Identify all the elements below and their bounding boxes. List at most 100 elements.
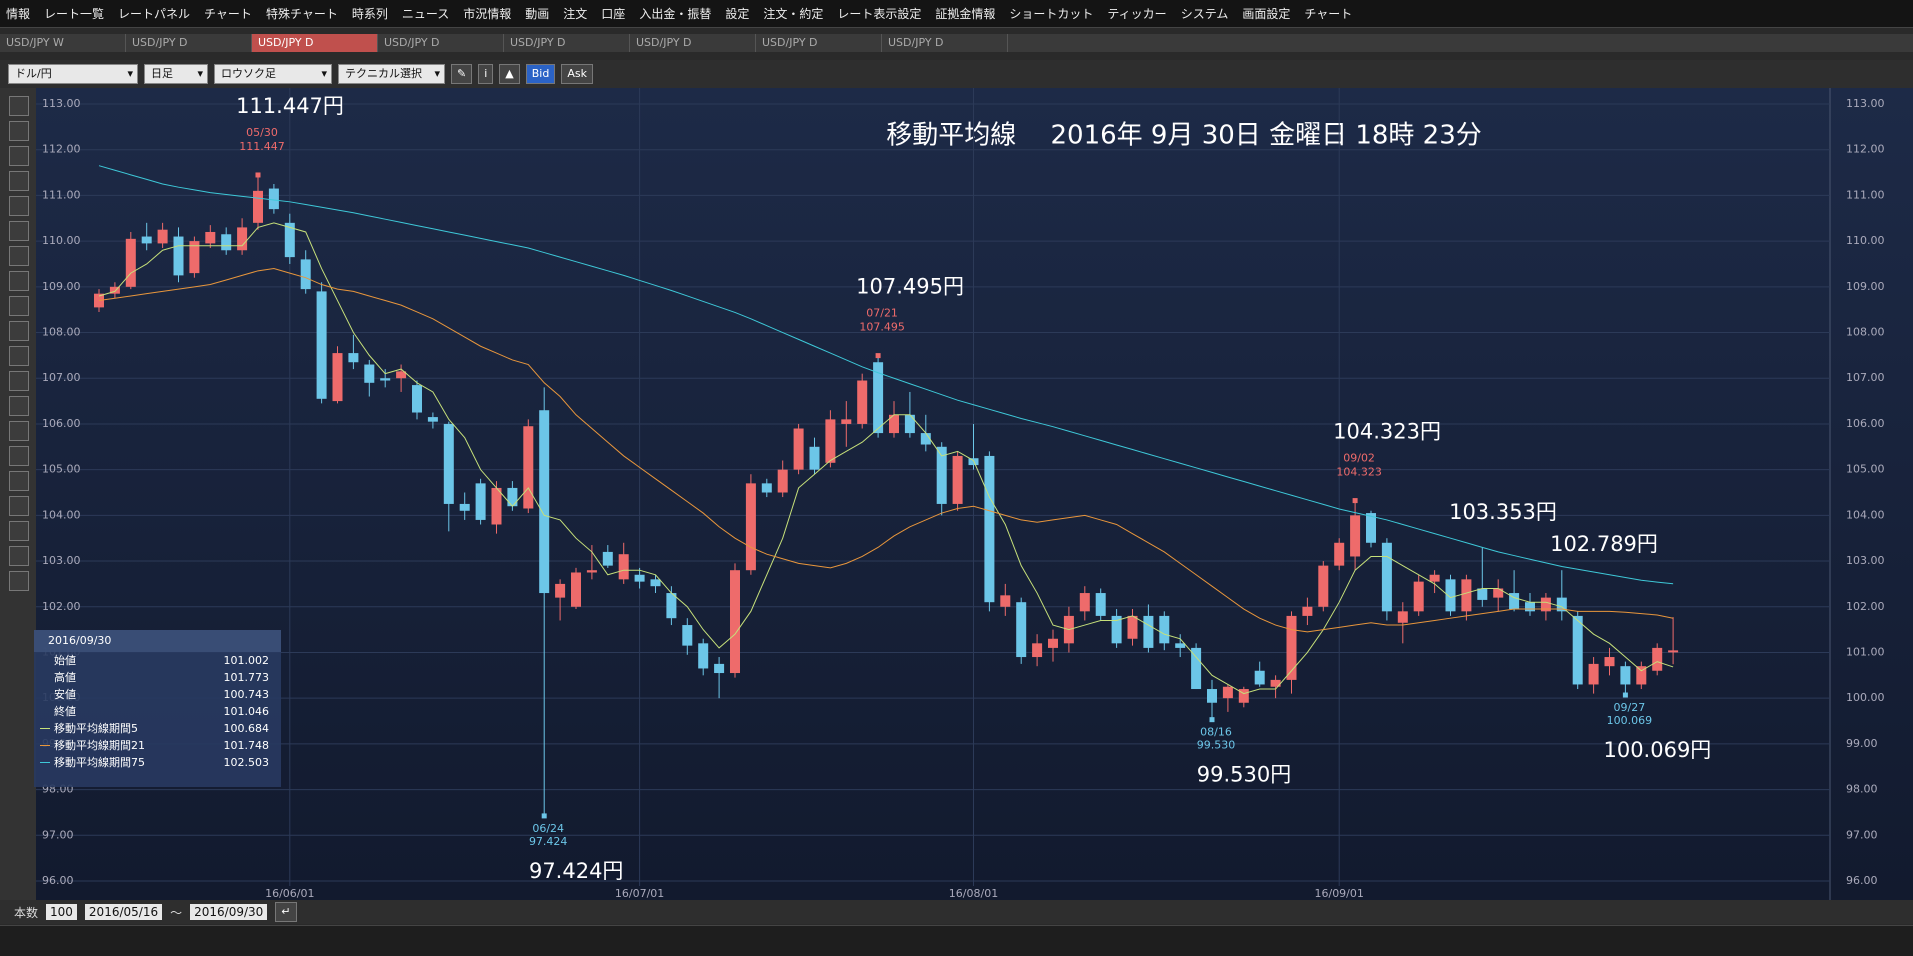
tool-button[interactable]: [9, 396, 29, 416]
menu-item[interactable]: 口座: [601, 7, 626, 21]
menu-item[interactable]: 特殊チャート: [265, 7, 338, 21]
candle-body: [253, 190, 263, 223]
chart-toolbar: ドル/円 日足 ロウソク足 テクニカル選択 ✎ i ▲ Bid Ask: [0, 60, 1913, 88]
candle-body: [841, 419, 852, 424]
menu-item[interactable]: チャート: [1304, 7, 1353, 21]
candle-body: [1191, 647, 1202, 690]
tool-button[interactable]: [9, 96, 29, 116]
info-value: 101.002: [223, 654, 270, 667]
tool-button[interactable]: [9, 221, 29, 241]
menu-item[interactable]: 証拠金情報: [935, 7, 996, 21]
apply-button[interactable]: ↵: [275, 902, 297, 922]
draw-button[interactable]: ✎: [451, 64, 473, 84]
to-date[interactable]: 2016/09/30: [190, 904, 268, 920]
info-row: 始値 101.002: [34, 652, 281, 669]
tool-button[interactable]: [9, 421, 29, 441]
tool-button[interactable]: [9, 171, 29, 191]
candle-body: [125, 238, 136, 287]
extreme-date: 09/02: [1343, 452, 1375, 465]
candle-body: [1397, 611, 1408, 623]
tool-button[interactable]: [9, 571, 29, 591]
ask-button[interactable]: Ask: [561, 64, 593, 84]
pair-select[interactable]: ドル/円: [8, 64, 138, 84]
candle-body: [1175, 643, 1186, 648]
menu-item[interactable]: チャート: [204, 7, 252, 21]
moving-average-line: [98, 222, 1674, 695]
candle-body: [1636, 666, 1647, 685]
chart-tab[interactable]: USD/JPY D: [630, 34, 756, 52]
legend-swatch: [40, 762, 50, 763]
candle-body: [1111, 615, 1122, 644]
candle-body: [348, 353, 359, 363]
tool-button[interactable]: [9, 321, 29, 341]
count-label: 本数: [14, 905, 39, 920]
period-select[interactable]: 日足: [144, 64, 208, 84]
bid-button[interactable]: Bid: [525, 64, 556, 84]
menu-item[interactable]: ショートカット: [1009, 7, 1094, 21]
tool-button[interactable]: [9, 146, 29, 166]
tool-button[interactable]: [9, 271, 29, 291]
from-date[interactable]: 2016/05/16: [84, 904, 163, 920]
tool-button[interactable]: [9, 346, 29, 366]
menu-item[interactable]: 設定: [725, 7, 750, 21]
candle-body: [332, 353, 343, 402]
tool-button[interactable]: [9, 196, 29, 216]
menu-item[interactable]: 情報: [6, 7, 31, 21]
drawing-tools: [0, 88, 36, 900]
chart-kind-select[interactable]: ロウソク足: [214, 64, 332, 84]
tool-button[interactable]: [9, 446, 29, 466]
menu-item[interactable]: ニュース: [401, 7, 450, 21]
tool-button[interactable]: [9, 371, 29, 391]
candle-body: [904, 414, 915, 434]
menu-item[interactable]: レート表示設定: [837, 7, 922, 21]
chart-tab[interactable]: USD/JPY D: [504, 34, 630, 52]
tool-button[interactable]: [9, 496, 29, 516]
info-button[interactable]: i: [478, 64, 494, 84]
y-tick-label: 97.00: [1846, 828, 1878, 841]
candle-body: [1461, 579, 1472, 612]
menu-item[interactable]: 時系列: [351, 7, 388, 21]
candle-body: [1668, 650, 1679, 653]
tool-button[interactable]: [9, 471, 29, 491]
extreme-marker: [1209, 717, 1215, 723]
candle-body: [539, 410, 550, 594]
candle-body: [1556, 597, 1567, 612]
tool-button[interactable]: [9, 296, 29, 316]
tool-button[interactable]: [9, 246, 29, 266]
y-tick-label: 109.00: [42, 280, 81, 293]
tool-button[interactable]: [9, 546, 29, 566]
menu-item[interactable]: レート一覧: [44, 7, 105, 21]
menu-item[interactable]: 市況情報: [463, 7, 512, 21]
menu-item[interactable]: システム: [1180, 7, 1229, 21]
y-tick-label: 108.00: [1846, 326, 1885, 339]
menu-item[interactable]: 入出金・振替: [639, 7, 712, 21]
candle-body: [1207, 689, 1217, 703]
chart-tab[interactable]: USD/JPY W: [0, 34, 126, 52]
menu-item[interactable]: 画面設定: [1242, 7, 1291, 21]
moving-average-line: [98, 165, 1674, 585]
chart-tab[interactable]: USD/JPY D: [126, 34, 252, 52]
info-label: 安値: [54, 688, 76, 701]
tool-button[interactable]: [9, 521, 29, 541]
chart-tab[interactable]: USD/JPY D: [252, 34, 378, 52]
count-input[interactable]: 100: [46, 904, 77, 920]
volume-button[interactable]: ▲: [499, 64, 520, 84]
plot-background: [36, 88, 1913, 900]
candle-body: [777, 469, 788, 493]
menu-item[interactable]: 動画: [525, 7, 550, 21]
chart-tab[interactable]: USD/JPY D: [756, 34, 882, 52]
chart-tab[interactable]: USD/JPY D: [882, 34, 1008, 52]
y-tick-label: 97.00: [42, 828, 74, 841]
menu-item[interactable]: 注文: [563, 7, 588, 21]
candle-body: [714, 663, 725, 674]
chart-tab[interactable]: USD/JPY D: [378, 34, 504, 52]
technical-select[interactable]: テクニカル選択: [338, 64, 445, 84]
menu-item[interactable]: レートパネル: [118, 7, 191, 21]
tool-button[interactable]: [9, 121, 29, 141]
y-tick-label: 107.00: [1846, 371, 1885, 384]
candle-body: [1032, 643, 1043, 658]
candle-body: [1366, 513, 1376, 543]
candle-body: [1493, 588, 1504, 598]
menu-item[interactable]: 注文・約定: [763, 7, 824, 21]
menu-item[interactable]: ティッカー: [1107, 7, 1167, 21]
